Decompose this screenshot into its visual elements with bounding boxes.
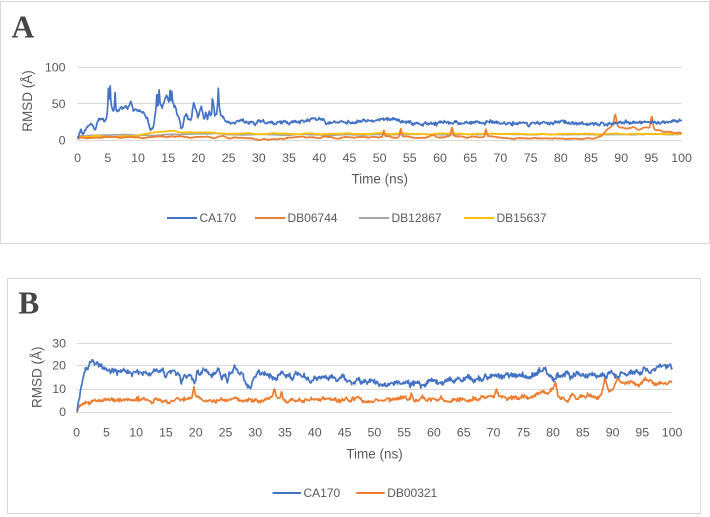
svg-text:90: 90 (614, 151, 628, 165)
svg-text:10: 10 (131, 151, 145, 165)
svg-text:CA170: CA170 (200, 211, 237, 225)
svg-text:30: 30 (252, 151, 266, 165)
svg-text:40: 40 (308, 425, 322, 439)
svg-text:15: 15 (159, 425, 173, 439)
svg-text:DB15637: DB15637 (497, 211, 547, 225)
svg-text:100: 100 (671, 151, 692, 165)
svg-text:B: B (18, 285, 39, 320)
svg-text:35: 35 (278, 425, 292, 439)
svg-text:5: 5 (104, 151, 111, 165)
svg-text:55: 55 (403, 151, 417, 165)
svg-text:5: 5 (103, 425, 110, 439)
svg-text:20: 20 (192, 151, 206, 165)
svg-text:50: 50 (52, 97, 66, 111)
svg-text:35: 35 (282, 151, 296, 165)
svg-text:0: 0 (73, 425, 80, 439)
svg-text:75: 75 (516, 425, 530, 439)
svg-text:90: 90 (606, 425, 620, 439)
svg-text:DB06744: DB06744 (288, 211, 338, 225)
svg-text:50: 50 (373, 151, 387, 165)
svg-text:70: 70 (494, 151, 508, 165)
svg-text:80: 80 (554, 151, 568, 165)
svg-text:100: 100 (662, 425, 683, 439)
svg-text:Time (ns): Time (ns) (351, 172, 408, 187)
svg-text:50: 50 (368, 425, 382, 439)
svg-text:25: 25 (222, 151, 236, 165)
svg-text:65: 65 (457, 425, 471, 439)
svg-text:100: 100 (45, 60, 66, 74)
svg-text:DB12867: DB12867 (392, 211, 442, 225)
svg-text:0: 0 (59, 405, 66, 419)
svg-text:95: 95 (645, 151, 659, 165)
svg-text:25: 25 (219, 425, 233, 439)
svg-text:60: 60 (427, 425, 441, 439)
svg-text:0: 0 (59, 134, 66, 148)
svg-text:10: 10 (129, 425, 143, 439)
svg-text:CA170: CA170 (304, 486, 341, 500)
svg-text:30: 30 (52, 336, 66, 350)
svg-text:45: 45 (343, 151, 357, 165)
svg-text:RMSD (Å): RMSD (Å) (20, 70, 35, 132)
svg-text:40: 40 (312, 151, 326, 165)
svg-text:60: 60 (433, 151, 447, 165)
svg-text:30: 30 (248, 425, 262, 439)
svg-text:DB00321: DB00321 (387, 486, 437, 500)
svg-text:70: 70 (487, 425, 501, 439)
svg-text:15: 15 (161, 151, 175, 165)
svg-text:Time (ns): Time (ns) (346, 447, 403, 462)
svg-text:A: A (12, 9, 35, 44)
svg-text:55: 55 (397, 425, 411, 439)
svg-text:75: 75 (524, 151, 538, 165)
svg-text:85: 85 (576, 425, 590, 439)
svg-text:85: 85 (584, 151, 598, 165)
svg-text:0: 0 (74, 151, 81, 165)
svg-text:80: 80 (546, 425, 560, 439)
svg-text:65: 65 (463, 151, 477, 165)
svg-text:20: 20 (52, 359, 66, 373)
svg-text:20: 20 (189, 425, 203, 439)
svg-text:95: 95 (635, 425, 649, 439)
svg-text:RMSD (Å): RMSD (Å) (29, 347, 44, 409)
svg-text:45: 45 (338, 425, 352, 439)
svg-text:10: 10 (52, 382, 66, 396)
